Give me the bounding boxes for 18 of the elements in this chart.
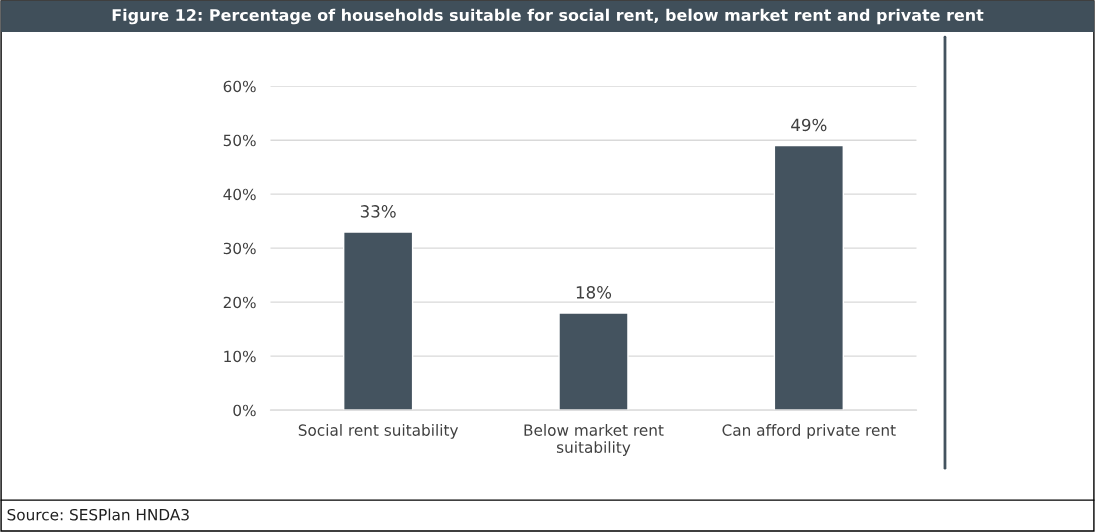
y-tick-label: 20% [223, 296, 256, 309]
y-tick-label: 0% [233, 404, 256, 417]
x-tick-label: Can afford private rent [722, 424, 896, 439]
y-tick-label: 40% [223, 188, 256, 201]
y-tick-label: 30% [223, 242, 256, 255]
y-tick-label: 60% [223, 80, 256, 93]
data-label: 18% [576, 286, 612, 299]
bar [558, 312, 629, 411]
x-tick-label: Below market rent suitability [524, 424, 664, 456]
bar [773, 144, 844, 411]
data-label: 33% [360, 205, 396, 218]
x-tick-label: Social rent suitability [298, 424, 459, 439]
y-tick-label: 50% [223, 134, 256, 147]
chart-title: Figure 12: Percentage of households suitable for social rent, below market rent and private rent [112, 8, 984, 25]
y-tick-label: 10% [224, 350, 256, 363]
source-note: Source: SESPlan HNDA3 [7, 508, 189, 521]
data-label: 49% [791, 118, 827, 132]
bar [342, 231, 414, 411]
